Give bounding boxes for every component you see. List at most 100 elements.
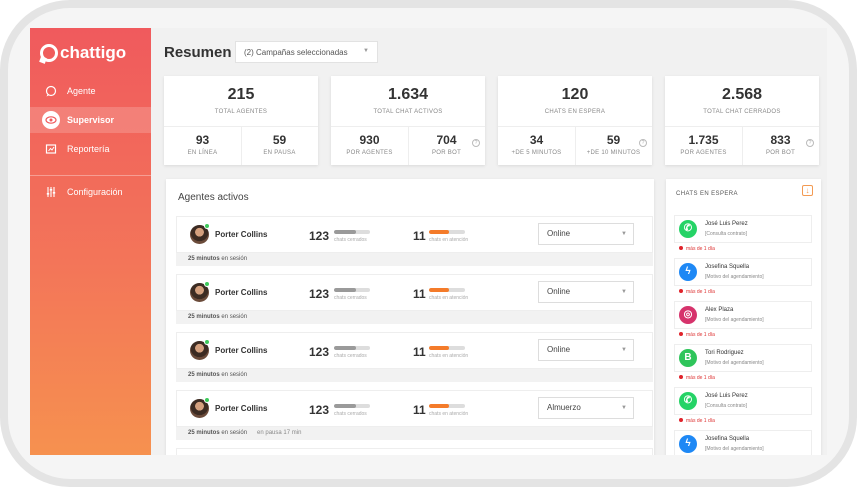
stat-label: CHATS EN ESPERA: [544, 109, 606, 115]
attention-chats-bar-fill: [429, 288, 449, 292]
agent-name: Porter Collins: [215, 230, 268, 239]
stat-sub-label: POR BOT: [431, 150, 462, 156]
closed-chats-label: chats cerrados: [334, 353, 367, 359]
page-title: Resumen: [164, 44, 232, 61]
agent-name: Porter Collins: [215, 346, 268, 355]
agent-name: Porter Collins: [215, 288, 268, 297]
waiting-chat-card: ◎ Alex Plaza [Motivo del agendamiento]: [674, 301, 812, 329]
help-icon[interactable]: ?: [472, 139, 480, 147]
wait-time: más de 1 día: [679, 375, 715, 381]
sidebar-item-supervisor[interactable]: Supervisor: [30, 107, 151, 133]
avatar: [190, 399, 209, 418]
attention-chats-bar: [429, 404, 465, 408]
pause-duration: en pausa 17 min: [257, 430, 302, 436]
agent-status-select[interactable]: Online ▼: [538, 223, 634, 245]
agent-session-info: 25 minutos en sesión: [176, 369, 653, 382]
closed-chats-bar: [334, 230, 370, 234]
stat-value: 120: [561, 86, 589, 103]
sidebar-item-agente[interactable]: Agente: [30, 78, 151, 104]
chat-bubble-icon: [44, 84, 58, 98]
stat-value: 2.568: [721, 86, 763, 103]
avatar: [190, 341, 209, 360]
stat-sub: 93 EN LÍNEA: [164, 133, 241, 156]
eye-icon: [42, 111, 60, 129]
waiting-chat-item[interactable]: ◎ Alex Plaza [Motivo del agendamiento] más …: [674, 301, 812, 344]
stat-divider: [742, 126, 743, 165]
panel-title: CHATS EN ESPERA: [676, 191, 738, 197]
instagram-icon: ◎: [679, 306, 697, 324]
closed-chats-count: 123: [309, 229, 330, 243]
help-icon[interactable]: ?: [806, 139, 814, 147]
stat-sub-label: EN LÍNEA: [187, 150, 218, 156]
agent-status-value: Online: [547, 229, 571, 238]
stat-label: TOTAL AGENTES: [214, 109, 268, 115]
business-chat-icon: B: [679, 349, 697, 367]
session-duration: 25 minutos: [188, 430, 220, 436]
chat-subject: [Motivo del agendamiento]: [705, 446, 764, 452]
stat-sub-label: EN PAUSA: [263, 150, 296, 156]
attention-chats-bar-fill: [429, 230, 449, 234]
agent-status-select[interactable]: Online ▼: [538, 339, 634, 361]
chat-subject: [Consulta contrato]: [705, 403, 747, 409]
closed-chats-bar-fill: [334, 404, 356, 408]
waiting-chat-item[interactable]: ✆ José Luis Perez [Consulta contrato] más d…: [674, 215, 812, 258]
agent-session-info: 25 minutos en sesión en pausa 17 min: [176, 427, 653, 440]
waiting-chat-item[interactable]: ϟ Josefina Squella [Motivo del agendamient…: [674, 258, 812, 301]
sidebar-item-label: Supervisor: [67, 115, 115, 125]
logo-mark-icon: [40, 44, 58, 62]
waiting-chat-card: ✆ José Luis Perez [Consulta contrato]: [674, 387, 812, 415]
agent-session-info: 25 minutos en sesión: [176, 253, 653, 266]
closed-chats-count: 123: [309, 403, 330, 417]
closed-chats-bar-fill: [334, 230, 356, 234]
sidebar-item-label: Agente: [67, 86, 96, 96]
stat-sub-label: POR AGENTES: [680, 150, 727, 156]
closed-chats-count: 123: [309, 345, 330, 359]
agent-card: Porter Collins 123 chats cerrados 11 chats e…: [176, 274, 653, 311]
sidebar-item-configuracion[interactable]: Configuración: [30, 179, 151, 205]
session-suffix: en sesión: [221, 314, 248, 320]
messenger-icon: ϟ: [679, 435, 697, 453]
wait-time: más de 1 día: [679, 289, 715, 295]
waiting-chat-card: ϟ Josefina Squella [Motivo del agendamient…: [674, 430, 812, 455]
chevron-down-icon: ▼: [621, 347, 627, 353]
contact-name: Alex Plaza: [705, 307, 734, 313]
session-duration: 25 minutos: [188, 372, 220, 378]
chat-subject: [Motivo del agendamiento]: [705, 360, 764, 366]
stat-sub-value: 59: [272, 133, 287, 147]
contact-name: Josefina Squella: [705, 264, 750, 270]
sidebar-item-reporteria[interactable]: Reportería: [30, 136, 151, 162]
report-icon: [44, 142, 58, 156]
stat-sub-label: +DE 10 MINUTOS: [586, 150, 641, 156]
agent-row: Porter Collins 123 chats cerrados 11 chats e…: [176, 390, 653, 442]
campaign-select[interactable]: (2) Campañas seleccionadas ▼: [235, 41, 378, 63]
download-icon[interactable]: ↓: [802, 185, 813, 196]
attention-chats-bar: [429, 346, 465, 350]
stat-sub-value: 59: [606, 133, 621, 147]
stat-divider: [241, 126, 242, 165]
closed-chats-label: chats cerrados: [334, 295, 367, 301]
agent-card: Porter Collins 123 chats cerrados 11 chats e…: [176, 390, 653, 427]
attention-chats-label: chats en atención: [429, 411, 469, 417]
stat-divider: [575, 126, 576, 165]
whatsapp-icon: ✆: [679, 392, 697, 410]
attention-chats-label: chats en atención: [429, 353, 469, 359]
sidebar-item-label: Configuración: [67, 187, 123, 197]
agent-status-select[interactable]: Online ▼: [538, 281, 634, 303]
attention-chats-count: 11: [413, 287, 426, 301]
waiting-chat-item[interactable]: B Tori Rodriguez [Motivo del agendamiento]…: [674, 344, 812, 387]
stat-divider: [408, 126, 409, 165]
agent-status-select[interactable]: Almuerzo ▼: [538, 397, 634, 419]
attention-chats-count: 11: [413, 229, 426, 243]
waiting-chat-item[interactable]: ✆ José Luis Perez [Consulta contrato] más d…: [674, 387, 812, 430]
stat-sub: 34 +DE 5 MINUTOS: [498, 133, 575, 156]
messenger-icon: ϟ: [679, 263, 697, 281]
chevron-down-icon: ▼: [621, 405, 627, 411]
stat-sub: 59 EN PAUSA: [241, 133, 318, 156]
help-icon[interactable]: ?: [639, 139, 647, 147]
chattigo-logo[interactable]: chattigo: [40, 42, 126, 64]
contact-name: José Luis Perez: [705, 221, 748, 227]
agent-row: Porter Collins 123 chats cerrados 11 chats e…: [176, 216, 653, 268]
closed-chats-bar-fill: [334, 288, 356, 292]
attention-chats-count: 11: [413, 345, 426, 359]
waiting-chat-item[interactable]: ϟ Josefina Squella [Motivo del agendamient…: [674, 430, 812, 455]
